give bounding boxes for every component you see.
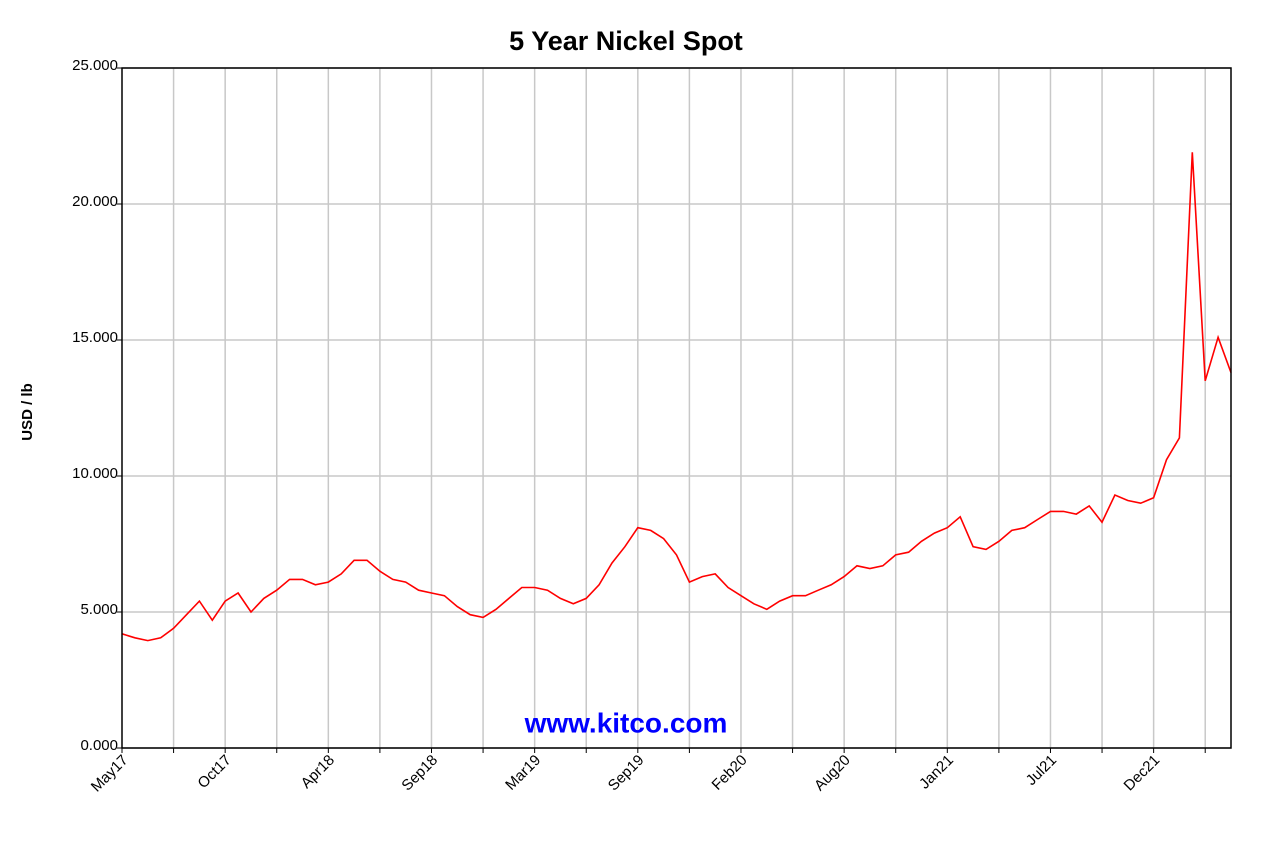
y-tick-label: 25.000 bbox=[72, 57, 118, 74]
x-tick-label: Sep18 bbox=[398, 752, 441, 795]
y-tick-label: 15.000 bbox=[72, 329, 118, 346]
y-tick-label: 0.000 bbox=[80, 737, 118, 754]
data-line bbox=[121, 152, 1232, 642]
watermark: www.kitco.com bbox=[524, 707, 728, 738]
x-tick-label: Aug20 bbox=[811, 752, 854, 795]
x-tick-label: Jul21 bbox=[1023, 752, 1060, 789]
x-tick-label: Sep19 bbox=[605, 752, 648, 795]
y-tick-label: 5.000 bbox=[80, 601, 118, 618]
y-axis-label: USD / lb bbox=[19, 383, 36, 441]
x-tick-label: May17 bbox=[88, 752, 132, 796]
x-tick-label: Feb20 bbox=[709, 752, 751, 794]
y-tick-label: 20.000 bbox=[72, 193, 118, 210]
y-tick-label: 10.000 bbox=[72, 465, 118, 482]
plot-frame bbox=[121, 67, 1232, 749]
x-tick-label: Dec21 bbox=[1121, 752, 1164, 795]
chart-title: 5 Year Nickel Spot bbox=[509, 26, 743, 56]
x-tick-label: Oct17 bbox=[194, 752, 234, 792]
x-tick-label: Mar19 bbox=[502, 752, 544, 794]
x-tick-label: Apr18 bbox=[298, 752, 338, 792]
x-tick-label: Jan21 bbox=[916, 752, 957, 793]
